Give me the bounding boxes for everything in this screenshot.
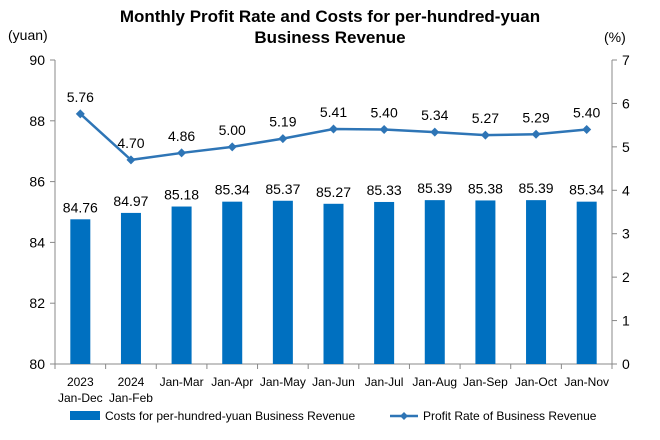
bar (70, 219, 91, 364)
line-point (480, 130, 490, 140)
x-tick-label: Jan-May (260, 375, 306, 389)
line-data-label: 5.27 (472, 110, 499, 126)
bar-data-label: 84.76 (63, 199, 98, 215)
right-tick-label: 7 (622, 52, 630, 68)
line-point (177, 148, 187, 158)
line-data-label: 5.34 (421, 107, 448, 123)
profit-rate-line (79, 112, 587, 162)
bar (576, 201, 597, 364)
line-data-label: 5.76 (67, 89, 94, 105)
bar (120, 212, 141, 364)
bar-data-label: 85.33 (367, 182, 402, 198)
right-tick-label: 3 (622, 226, 630, 242)
x-tick-label: Jan-Oct (515, 375, 558, 389)
line-series: 5.76 4.70 4.86 5.00 5.19 5.41 5.40 5.34 5.27 5.29… (67, 89, 601, 165)
line-point (329, 124, 338, 134)
right-tick-label: 1 (622, 313, 630, 329)
chart-title-line-2: Business Revenue (254, 28, 406, 47)
right-tick-label: 4 (622, 182, 630, 198)
bar (526, 200, 547, 364)
bar-data-label: 85.18 (164, 187, 199, 203)
right-tick-label: 6 (622, 95, 630, 111)
left-tick-label: 88 (29, 113, 45, 129)
right-axis-unit: (%) (604, 29, 626, 45)
bar-data-label: 84.97 (113, 193, 148, 209)
line-data-label: 5.40 (573, 104, 600, 120)
line-data-label: 5.40 (371, 104, 398, 120)
bar-data-label: 85.39 (519, 180, 554, 196)
bar (272, 200, 293, 364)
legend-bar-label: Costs for per-hundred-yuan Business Reve… (105, 409, 355, 423)
line-point (278, 134, 288, 144)
bar-series: 84.76 84.97 85.18 85.34 85.37 85.27 85.33 85.39… (63, 180, 604, 364)
x-tick-label: Jan-Jun (312, 375, 355, 389)
bar (323, 203, 344, 364)
x-tick-label: Jan-Sep (463, 375, 508, 389)
legend-line-label: Profit Rate of Business Revenue (423, 409, 597, 423)
line-point (582, 124, 592, 134)
x-tick-label: Jan-Jul (365, 375, 404, 389)
bar (374, 201, 395, 364)
x-tick-label: Jan-Mar (160, 375, 204, 389)
bar-data-label: 85.39 (417, 180, 452, 196)
line-point (75, 109, 85, 119)
line-data-label: 5.41 (320, 104, 347, 120)
line-point (227, 142, 237, 152)
x-tick-label: Jan-Apr (211, 375, 253, 389)
x-tick-label: 2023 Jan-Dec (58, 375, 103, 405)
legend: Costs for per-hundred-yuan Business Reve… (70, 409, 597, 423)
legend-line-marker (400, 412, 408, 420)
x-tick-label: Jan-Nov (564, 375, 609, 389)
chart-title: Monthly Profit Rate and Costs for per-hu… (0, 6, 660, 48)
left-tick-label: 86 (29, 174, 45, 190)
line-point (379, 124, 389, 134)
left-tick-label: 84 (29, 234, 45, 250)
bar-data-label: 85.38 (468, 180, 503, 196)
x-tick-label: Jan-Aug (412, 375, 457, 389)
right-tick-label: 5 (622, 139, 630, 155)
left-axis-unit: (yuan) (8, 27, 48, 43)
bar-data-label: 85.34 (569, 182, 604, 198)
line-point (126, 155, 136, 165)
bar (171, 206, 192, 364)
left-tick-label: 90 (29, 52, 45, 68)
bar (475, 200, 496, 364)
bar (222, 201, 243, 364)
bar-data-label: 85.37 (265, 181, 300, 197)
line-point (531, 129, 541, 139)
bar-data-label: 85.27 (316, 184, 351, 200)
line-point (430, 127, 440, 137)
legend-bar-swatch (70, 411, 100, 420)
right-tick-label: 2 (622, 269, 630, 285)
line-data-label: 4.70 (117, 135, 144, 151)
line-data-label: 5.19 (269, 114, 296, 130)
chart-title-line-1: Monthly Profit Rate and Costs for per-hu… (119, 7, 541, 26)
right-tick-label: 0 (622, 356, 630, 372)
left-tick-label: 80 (29, 356, 45, 372)
bar (424, 200, 445, 364)
x-tick-label: 2024 Jan-Feb (109, 375, 153, 405)
line-data-label: 4.86 (168, 128, 195, 144)
line-data-label: 5.00 (219, 122, 246, 138)
bar-data-label: 85.34 (215, 182, 250, 198)
line-data-label: 5.29 (522, 109, 549, 125)
left-tick-label: 82 (29, 295, 45, 311)
